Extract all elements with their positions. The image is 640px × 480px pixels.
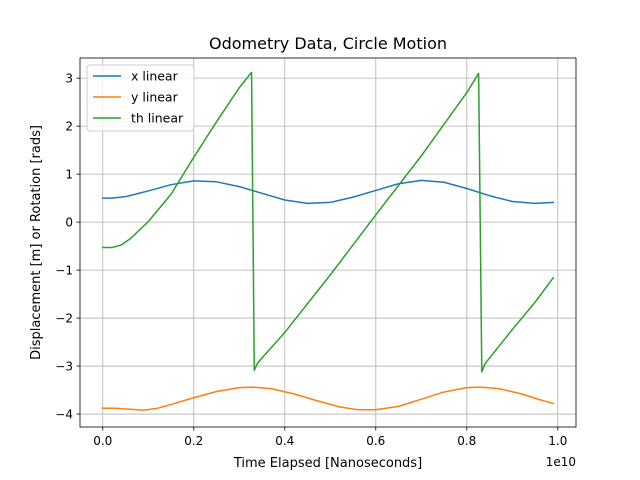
x-tick-label: 0.0 [93, 434, 112, 448]
y-tick-label: −2 [55, 312, 73, 326]
legend: x linear y linear th linear [86, 64, 195, 132]
series-line-y-linear [102, 386, 555, 411]
series-line-x-linear [102, 179, 555, 205]
series-line-th-linear [102, 71, 555, 373]
y-tick-label: −4 [55, 408, 73, 422]
axes-frame [79, 57, 577, 428]
y-axis-label: Displacement [m] or Rotation [rads] [29, 125, 44, 360]
y-tick-label: −1 [55, 264, 73, 278]
x-tick-label: 0.4 [275, 434, 294, 448]
axis-ticks: 0.0 0.2 0.4 0.6 0.8 1.0 −4 −3 −2 −1 0 1 2 3 [55, 72, 567, 448]
x-tick-label: 0.8 [457, 434, 476, 448]
legend-label-th-linear: th linear [131, 111, 184, 126]
grid [80, 58, 576, 427]
legend-box [86, 64, 195, 132]
plot-series [102, 71, 555, 411]
y-tick-label: 0 [65, 216, 73, 230]
y-tick-label: −3 [55, 360, 73, 374]
legend-label-x-linear: x linear [131, 69, 179, 84]
legend-label-y-linear: y linear [131, 90, 179, 105]
chart-title: Odometry Data, Circle Motion [209, 34, 447, 53]
x-tick-label: 1.0 [548, 434, 567, 448]
y-tick-label: 1 [65, 168, 73, 182]
y-tick-label: 3 [65, 72, 73, 86]
x-tick-label: 0.2 [184, 434, 203, 448]
y-tick-label: 2 [65, 120, 73, 134]
x-axis-label: Time Elapsed [Nanoseconds] [233, 456, 422, 471]
x-axis-offset-text: 1e10 [546, 455, 576, 469]
x-tick-label: 0.6 [366, 434, 385, 448]
